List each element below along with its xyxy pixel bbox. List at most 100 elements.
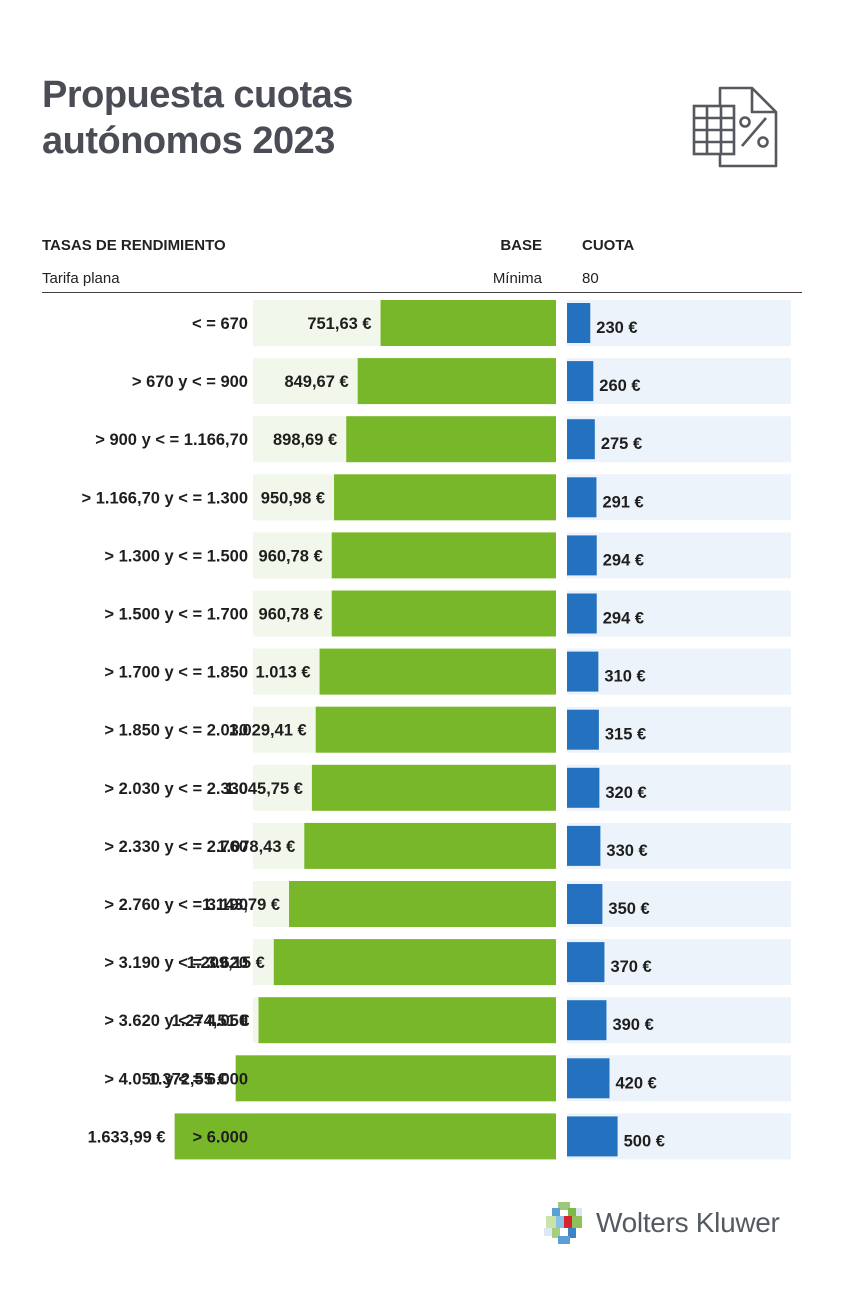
column-header-cuota: CUOTA xyxy=(582,237,635,254)
brand-name: Wolters Kluwer xyxy=(596,1207,780,1238)
cuota-value-label-12: 390 € xyxy=(612,1016,653,1034)
cuota-value-label-9: 330 € xyxy=(606,842,647,860)
base-bar-11 xyxy=(273,939,556,986)
subheader-cuota-tarifa: 80 xyxy=(582,270,599,287)
category-label-1: > 670 y < = 900 xyxy=(132,373,248,391)
title-line-2: autónomos 2023 xyxy=(42,120,335,162)
base-value-label-8: 1.045,75 € xyxy=(225,780,303,798)
base-value-label-11: 1.209,15 € xyxy=(187,954,265,972)
category-label-11: > 3.190 y < = 3.620 xyxy=(104,954,248,972)
category-label-10: > 2.760 y < = 3.190 xyxy=(104,896,248,914)
cuota-bar-1 xyxy=(567,361,594,402)
category-label-12: > 3.620 y < = 4.050 xyxy=(104,1012,248,1030)
cuota-bar-6 xyxy=(567,651,599,692)
category-label-6: > 1.700 y < = 1.850 xyxy=(104,664,248,682)
column-header-base: BASE xyxy=(500,237,542,254)
category-label-14: > 6.000 xyxy=(192,1128,248,1146)
base-bar-6 xyxy=(319,648,556,695)
category-label-3: > 1.166,70 y < = 1.300 xyxy=(81,489,248,507)
title-line-1: Propuesta cuotas xyxy=(42,74,353,116)
cuotas-bar-chart: < = 670 751,63 € 230 € > 670 y < = 900 849,6… xyxy=(81,300,791,1160)
base-bar-13 xyxy=(235,1055,556,1102)
cuota-value-label-13: 420 € xyxy=(616,1074,657,1092)
category-label-2: > 900 y < = 1.166,70 xyxy=(95,431,248,449)
cuota-row-bg-8 xyxy=(567,764,791,811)
cuota-bar-0 xyxy=(567,303,591,343)
base-value-label-10: 1.143,79 € xyxy=(202,896,280,914)
base-bar-12 xyxy=(258,997,556,1044)
category-label-13: > 4.050 y < = 6.000 xyxy=(104,1070,248,1088)
base-value-label-9: 1.078,43 € xyxy=(217,838,295,856)
cuota-bar-10 xyxy=(567,884,603,924)
category-label-8: > 2.030 y < = 2.330 xyxy=(104,780,248,798)
page-title: Propuesta cuotas autónomos 2023 xyxy=(42,72,353,164)
cuota-bar-5 xyxy=(567,593,597,634)
subheader-tarifa-plana: Tarifa plana xyxy=(42,270,120,287)
cuota-bar-8 xyxy=(567,767,600,808)
cuota-bar-4 xyxy=(567,535,597,576)
base-bar-8 xyxy=(311,764,556,811)
cuota-value-label-2: 275 € xyxy=(601,435,642,453)
base-bar-4 xyxy=(331,532,556,579)
base-bar-2 xyxy=(346,416,556,463)
cuota-value-label-5: 294 € xyxy=(603,610,644,628)
base-bar-14 xyxy=(174,1113,556,1160)
spreadsheet-percent-icon xyxy=(692,86,778,168)
base-value-label-5: 960,78 € xyxy=(259,606,323,624)
cuota-value-label-6: 310 € xyxy=(604,668,645,686)
category-label-4: > 1.300 y < = 1.500 xyxy=(104,547,248,565)
cuota-row-bg-0 xyxy=(567,300,791,346)
base-value-label-3: 950,98 € xyxy=(261,489,325,507)
category-label-5: > 1.500 y < = 1.700 xyxy=(104,606,248,624)
cuota-value-label-7: 315 € xyxy=(605,726,646,744)
cuota-row-bg-3 xyxy=(567,474,791,521)
category-label-0: < = 670 xyxy=(192,315,248,333)
base-bar-1 xyxy=(357,358,556,405)
cuota-bar-9 xyxy=(567,825,601,866)
base-value-label-1: 849,67 € xyxy=(284,373,348,391)
base-value-label-0: 751,63 € xyxy=(307,315,371,333)
cuota-value-label-11: 370 € xyxy=(610,958,651,976)
base-bar-5 xyxy=(331,590,556,637)
base-bar-7 xyxy=(315,706,556,753)
column-header-tasas: TASAS DE RENDIMIENTO xyxy=(42,237,226,254)
cuota-row-bg-9 xyxy=(567,822,791,869)
cuota-bar-13 xyxy=(567,1058,610,1099)
cuota-row-bg-4 xyxy=(567,532,791,579)
base-bar-9 xyxy=(304,822,556,869)
base-value-label-12: 1.274,51 € xyxy=(172,1012,250,1030)
base-value-label-14: 1.633,99 € xyxy=(88,1128,166,1146)
cuota-bar-11 xyxy=(567,942,605,983)
base-value-label-6: 1.013 € xyxy=(256,664,311,682)
cuota-value-label-10: 350 € xyxy=(608,900,649,918)
cuota-bar-7 xyxy=(567,709,599,750)
cuota-row-bg-2 xyxy=(567,416,791,463)
header-divider xyxy=(42,292,802,293)
base-bar-10 xyxy=(289,881,556,927)
category-label-9: > 2.330 y < = 2.760 xyxy=(104,838,248,856)
cuota-value-label-0: 230 € xyxy=(596,319,637,337)
cuota-bar-14 xyxy=(567,1116,618,1157)
cuota-bar-2 xyxy=(567,419,595,460)
cuota-value-label-1: 260 € xyxy=(599,377,640,395)
cuota-row-bg-10 xyxy=(567,881,791,927)
cuota-bar-12 xyxy=(567,1000,607,1041)
cuota-row-bg-6 xyxy=(567,648,791,695)
cuota-value-label-8: 320 € xyxy=(605,784,646,802)
wolters-kluwer-logo-icon xyxy=(544,1202,582,1244)
base-bar-3 xyxy=(334,474,556,521)
subheader-base-minima: Mínima xyxy=(492,270,542,287)
base-value-label-2: 898,69 € xyxy=(273,431,337,449)
base-value-label-4: 960,78 € xyxy=(259,547,323,565)
base-value-label-7: 1.029,41 € xyxy=(229,722,307,740)
base-bar-0 xyxy=(380,300,556,346)
cuota-bar-3 xyxy=(567,477,597,518)
base-value-label-13: 1.372,55 € xyxy=(149,1070,227,1088)
cuota-value-label-4: 294 € xyxy=(603,551,644,569)
cuota-value-label-3: 291 € xyxy=(602,493,643,511)
cuota-value-label-14: 500 € xyxy=(624,1132,665,1150)
cuota-row-bg-7 xyxy=(567,706,791,753)
cuota-row-bg-1 xyxy=(567,358,791,405)
category-label-7: > 1.850 y < = 2.030 xyxy=(104,722,248,740)
cuota-row-bg-5 xyxy=(567,590,791,637)
